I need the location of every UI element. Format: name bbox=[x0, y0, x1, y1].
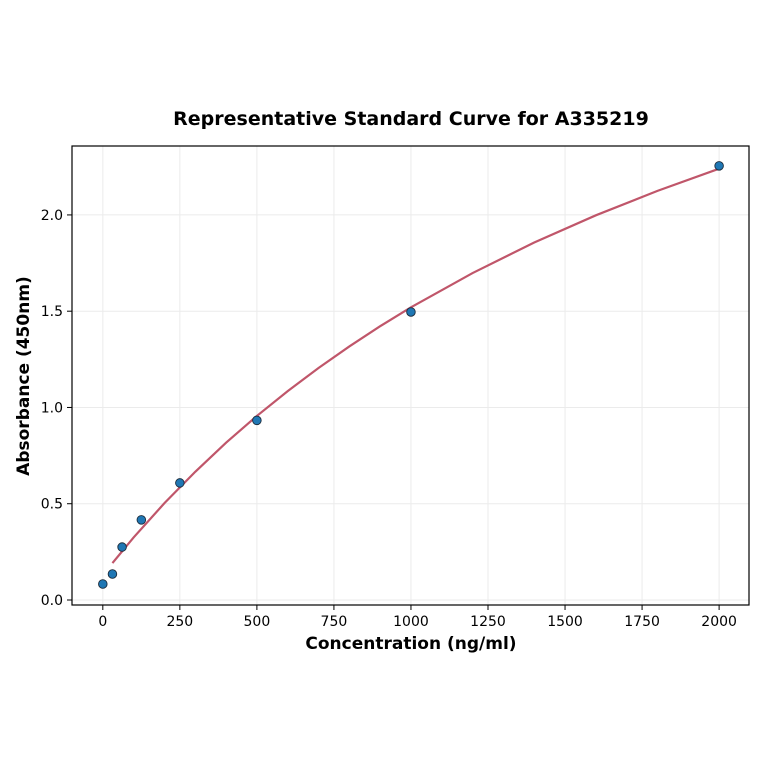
data-point bbox=[714, 161, 724, 171]
y-axis-label: Absorbance (450nm) bbox=[14, 276, 34, 476]
x-tick-label: 1250 bbox=[470, 614, 506, 630]
y-tick-label: 2.0 bbox=[41, 208, 63, 224]
y-tick-label: 1.5 bbox=[41, 304, 63, 320]
x-tick-label: 500 bbox=[244, 614, 271, 630]
data-point bbox=[406, 307, 416, 317]
data-points bbox=[98, 161, 724, 589]
x-tick-label: 1750 bbox=[624, 614, 660, 630]
data-point bbox=[98, 579, 108, 589]
x-tick-label: 0 bbox=[98, 614, 107, 630]
y-tick-label: 0.5 bbox=[41, 497, 63, 513]
grid bbox=[72, 146, 749, 605]
data-point bbox=[107, 569, 118, 579]
data-point bbox=[117, 542, 127, 552]
data-point bbox=[252, 415, 262, 426]
x-tick-label: 250 bbox=[166, 614, 193, 630]
x-tick-label: 2000 bbox=[701, 614, 737, 630]
x-tick-label: 1500 bbox=[547, 614, 583, 630]
x-tick-label: 1000 bbox=[393, 614, 429, 630]
y-tick-label: 0.0 bbox=[41, 593, 63, 609]
data-point bbox=[175, 478, 185, 488]
y-tick-label: 1.0 bbox=[41, 400, 63, 416]
chart-title: Representative Standard Curve for A33521… bbox=[173, 108, 649, 130]
x-axis-label: Concentration (ng/ml) bbox=[305, 634, 516, 654]
data-point bbox=[136, 515, 147, 525]
x-ticks: 0 250 500 750 1000 1250 1500 1750 2000 bbox=[98, 605, 737, 630]
x-tick-label: 750 bbox=[321, 614, 348, 630]
y-ticks: 0.0 0.5 1.0 1.5 2.0 bbox=[41, 208, 72, 609]
